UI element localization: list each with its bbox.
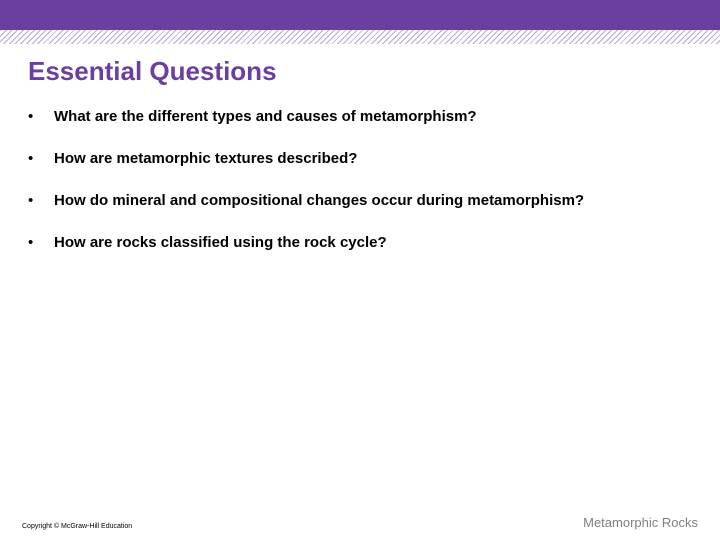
copyright-text: Copyright © McGraw-Hill Education	[22, 523, 132, 530]
list-item: • How do mineral and compositional chang…	[28, 191, 692, 211]
slide: Essential Questions • What are the diffe…	[0, 0, 720, 540]
question-list: • What are the different types and cause…	[28, 107, 692, 253]
bullet-icon: •	[28, 107, 54, 127]
list-item: • What are the different types and cause…	[28, 107, 692, 127]
top-bar	[0, 0, 720, 44]
footer-label: Metamorphic Rocks	[583, 515, 698, 530]
list-item: • How are rocks classified using the roc…	[28, 233, 692, 253]
bullet-icon: •	[28, 233, 54, 253]
top-bar-solid	[0, 0, 720, 30]
top-bar-hatch	[0, 30, 720, 44]
question-text: How do mineral and compositional changes…	[54, 191, 584, 211]
question-text: What are the different types and causes …	[54, 107, 477, 127]
question-text: How are rocks classified using the rock …	[54, 233, 387, 253]
footer: Copyright © McGraw-Hill Education Metamo…	[0, 515, 720, 530]
list-item: • How are metamorphic textures described…	[28, 149, 692, 169]
page-title: Essential Questions	[28, 56, 692, 87]
question-text: How are metamorphic textures described?	[54, 149, 357, 169]
bullet-icon: •	[28, 149, 54, 169]
content-area: Essential Questions • What are the diffe…	[0, 44, 720, 253]
bullet-icon: •	[28, 191, 54, 211]
